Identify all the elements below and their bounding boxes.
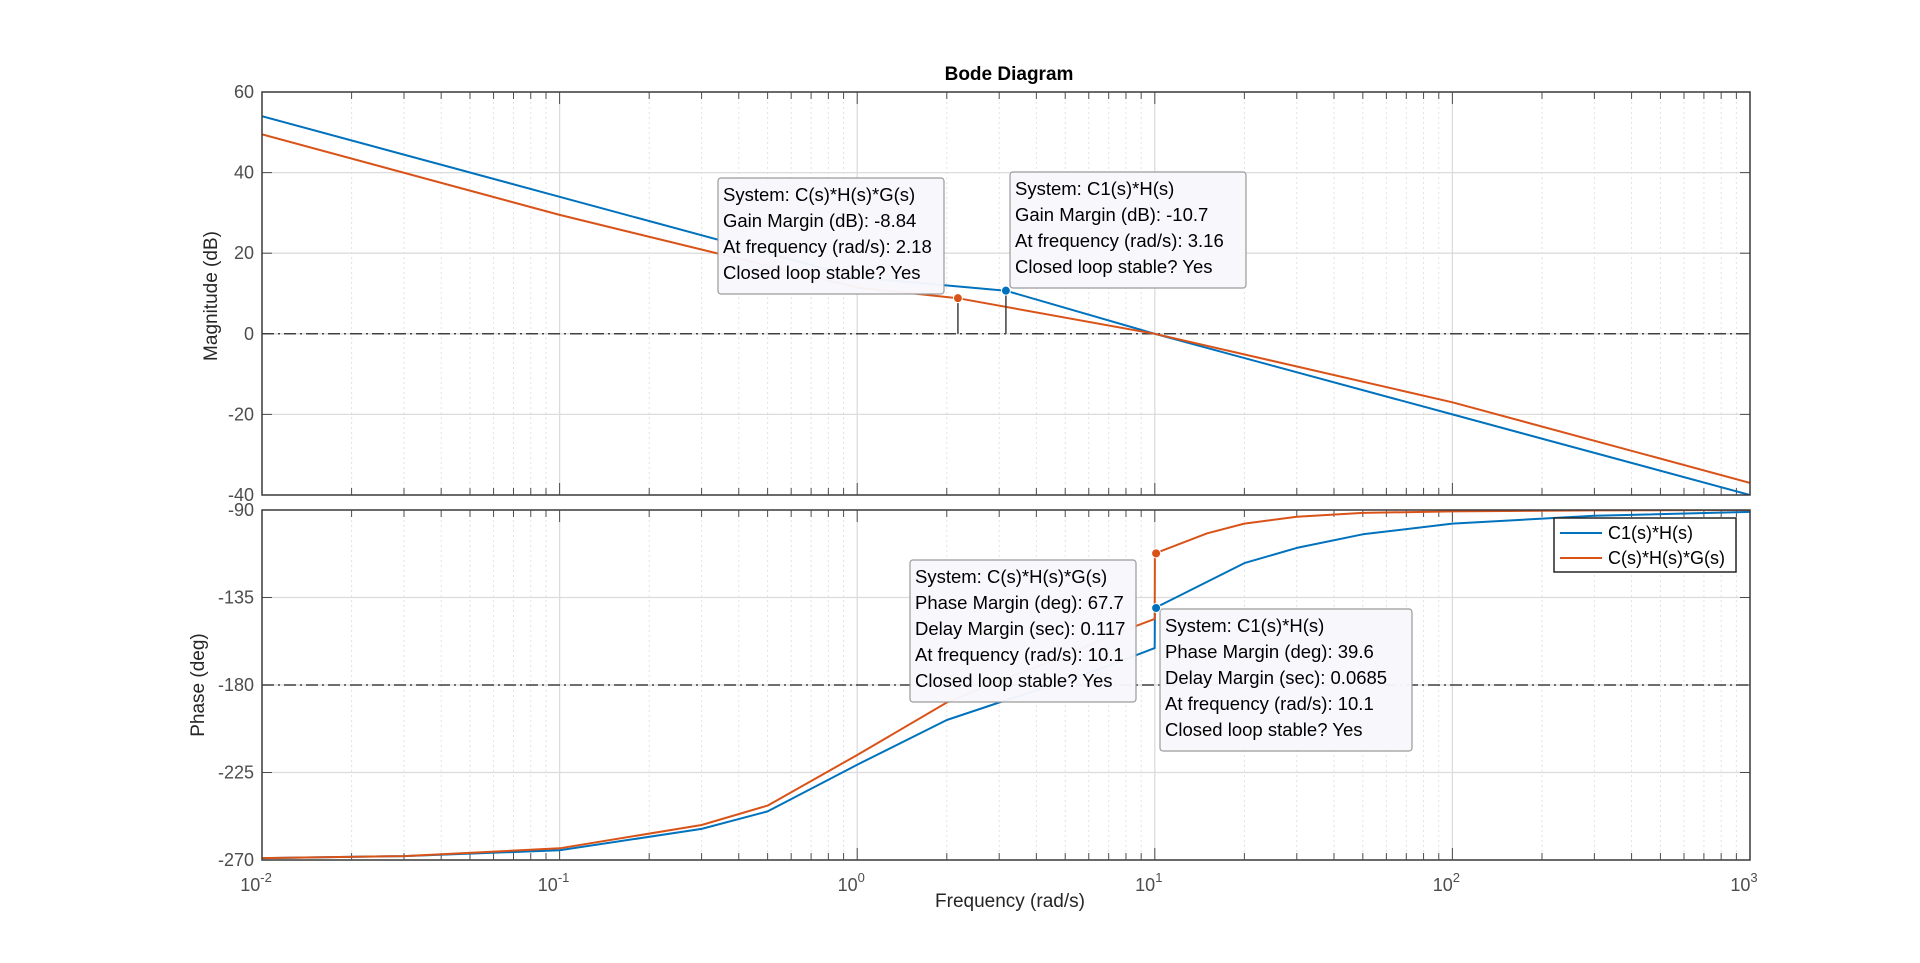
frequency-tick-labels: 10-2 10-1 100 101 102 103 [240,870,1757,895]
magnitude-y-tick-label: 0 [244,324,254,344]
datatip-marker [952,293,963,304]
datatip-line: At frequency (rad/s): 10.1 [915,644,1124,665]
datatip-box [1159,608,1413,752]
frequency-tick-label: 10-1 [538,870,570,895]
chart-title: Bode Diagram [945,64,1074,85]
datatip-marker [1000,285,1011,296]
datatip-line: Closed loop stable? Yes [1165,719,1362,740]
frequency-tick-label: 103 [1730,870,1757,895]
frequency-tick-label: 101 [1135,870,1162,895]
phase-y-tick-label: -135 [218,588,254,608]
legend[interactable]: C1(s)*H(s) C(s)*H(s)*G(s) [1553,517,1737,573]
datatip-marker [1151,603,1162,613]
phase-axis-label: Phase (deg) [188,633,209,737]
datatip-line: Closed loop stable? Yes [915,670,1112,691]
magnitude-y-tick-label: -40 [228,485,254,505]
phase-y-tick-label: -90 [228,500,254,520]
legend-entry: C1(s)*H(s) [1608,523,1693,543]
datatip-line: Phase Margin (deg): 67.7 [915,592,1124,613]
frequency-tick-label: 102 [1433,870,1460,895]
magnitude-axis-label: Magnitude (dB) [201,231,222,361]
datatip-box [909,559,1137,703]
datatip-line: Phase Margin (deg): 39.6 [1165,641,1374,662]
margin-datatips: System: C(s)*H(s)*G(s) Gain Margin (dB): … [717,171,1413,752]
datatip-line: System: C1(s)*H(s) [1165,615,1324,636]
magnitude-y-tick-label: -20 [228,404,254,424]
datatip-line: Delay Margin (sec): 0.117 [915,618,1125,639]
magnitude-y-tick-label: 20 [234,243,254,263]
datatip-line: At frequency (rad/s): 3.16 [1015,230,1224,251]
magnitude-y-tick-label: 60 [234,82,254,102]
phase-y-tick-label: -270 [218,850,254,870]
phase-y-tick-label: -225 [218,763,254,783]
magnitude-frame [261,91,1751,496]
datatip-box [1009,171,1247,289]
datatip-line: Gain Margin (dB): -10.7 [1015,204,1208,225]
magnitude-plot: -40 -20 0 20 40 60 [228,82,1751,505]
frequency-axis-label: Frequency (rad/s) [935,891,1085,912]
datatip-line: Closed loop stable? Yes [1015,256,1212,277]
phase-frame [261,509,1751,861]
frequency-tick-label: 10-2 [240,870,272,895]
magnitude-y-tick-label: 40 [234,163,254,183]
phase-y-tick-label: -180 [218,675,254,695]
datatip-line: Gain Margin (dB): -8.84 [723,210,916,231]
datatip-line: At frequency (rad/s): 10.1 [1165,693,1374,714]
datatip-line: System: C(s)*H(s)*G(s) [723,184,915,205]
datatip-line: Closed loop stable? Yes [723,262,920,283]
datatip-box [717,177,945,295]
frequency-tick-label: 100 [838,870,865,895]
datatip-line: System: C(s)*H(s)*G(s) [915,566,1107,587]
datatip-line: At frequency (rad/s): 2.18 [723,236,932,257]
datatip-line: Delay Margin (sec): 0.0685 [1165,667,1387,688]
datatip-marker [1151,548,1162,559]
legend-entry: C(s)*H(s)*G(s) [1608,548,1725,568]
legend-box [1553,517,1737,573]
datatip-line: System: C1(s)*H(s) [1015,178,1174,199]
